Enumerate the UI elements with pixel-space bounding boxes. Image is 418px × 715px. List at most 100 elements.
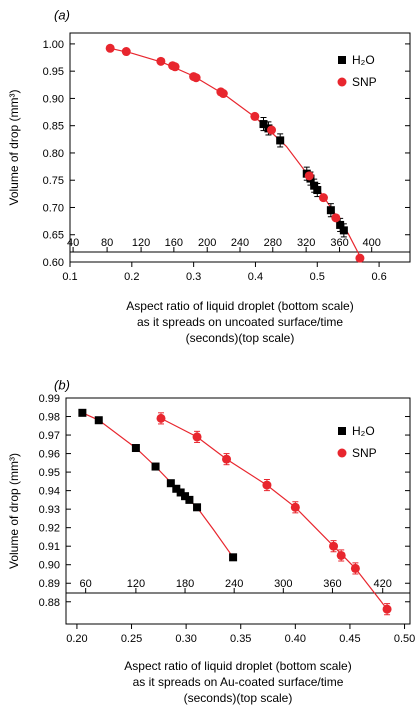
legend-marker-h2o: [338, 427, 346, 435]
data-point-snp: [191, 73, 201, 83]
data-point-h2o: [172, 484, 181, 493]
y-tick-label: 0.88: [39, 597, 60, 609]
data-point-snp: [250, 111, 260, 121]
y-tick-label: 0.99: [39, 393, 60, 405]
panel-a: (a) 0.60 0.65 0.70 0.75 0.80 0.85 0.90 0.95 1.00 0…: [7, 8, 411, 345]
legend-marker-h2o: [338, 56, 346, 64]
time-tick-label: 240: [225, 578, 243, 590]
data-point-snp: [318, 193, 328, 203]
time-tick-label: 300: [274, 578, 292, 590]
time-tick-label: 80: [101, 237, 113, 249]
data-point-snp: [331, 213, 341, 223]
data-point-snp: [262, 480, 272, 490]
x-tick-label: 0.5: [310, 271, 325, 283]
data-point-snp: [156, 56, 166, 66]
data-point-h2o: [176, 488, 185, 497]
time-tick-label: 280: [264, 237, 282, 249]
y-tick-label: 0.92: [39, 523, 60, 535]
y-tick-label: 0.75: [43, 175, 64, 187]
y-tick-label: 0.90: [43, 93, 64, 105]
time-tick-label: 160: [165, 237, 183, 249]
data-point-snp: [218, 89, 228, 99]
panel-label: (a): [54, 8, 70, 23]
y-tick-label: 0.85: [43, 121, 64, 133]
fit-curve: [110, 47, 363, 261]
x-tick-label: 0.2: [124, 271, 139, 283]
data-point-snp: [267, 125, 277, 135]
data-point-h2o: [193, 503, 202, 512]
legend-label: SNP: [352, 75, 377, 89]
time-tick-label: 200: [198, 237, 216, 249]
x-axis-label-line: Aspect ratio of liquid droplet (bottom s…: [126, 299, 353, 313]
data-point-h2o: [151, 462, 160, 471]
y-tick-label: 0.90: [39, 560, 60, 572]
data-point-snp: [170, 62, 180, 72]
time-tick-label: 40: [67, 237, 79, 249]
y-axis-label: Volume of drop (mm³): [7, 453, 21, 569]
data-point-h2o: [166, 479, 175, 488]
data-point-h2o: [78, 408, 87, 417]
data-point-snp: [355, 253, 365, 263]
data-point-h2o: [131, 444, 140, 453]
y-tick-label: 0.60: [43, 257, 64, 269]
y-tick-label: 0.95: [39, 467, 60, 479]
time-tick-label: 240: [231, 237, 249, 249]
data-point-snp: [329, 541, 339, 551]
y-tick-label: 0.97: [39, 430, 60, 442]
panel-label: (b): [54, 378, 70, 393]
data-point-snp: [192, 432, 202, 442]
time-tick-label: 360: [330, 237, 348, 249]
plot-frame: [69, 32, 411, 263]
y-tick-label: 1.00: [43, 39, 64, 51]
fit-curve: [160, 417, 388, 610]
time-tick-label: 360: [323, 578, 341, 590]
x-tick-label: 0.25: [121, 633, 142, 645]
data-point-h2o: [94, 416, 103, 425]
x-tick-label: 0.35: [230, 633, 251, 645]
x-axis-label-line: (seconds)(top scale): [186, 331, 295, 345]
panel-b: (b) 0.88 0.89 0.90 0.91 0.92 0.93 0.94 0.95 0.96 0…: [7, 378, 415, 705]
time-tick-label: 180: [176, 578, 194, 590]
legend-label: H₂O: [352, 424, 375, 438]
legend-label: H₂O: [352, 53, 375, 67]
data-point-snp: [350, 563, 360, 573]
fit-curve: [82, 412, 234, 558]
data-point-snp: [105, 43, 115, 53]
data-point-h2o: [181, 492, 190, 501]
y-tick-label: 0.70: [43, 202, 64, 214]
data-point-h2o: [185, 495, 194, 504]
legend-label: SNP: [352, 446, 377, 460]
x-axis-label-line: (seconds)(top scale): [184, 691, 293, 705]
y-tick-label: 0.94: [39, 486, 60, 498]
y-tick-label: 0.80: [43, 148, 64, 160]
data-point-h2o: [336, 220, 345, 229]
y-tick-label: 0.65: [43, 230, 64, 242]
data-point-h2o: [313, 186, 322, 195]
y-tick-label: 0.93: [39, 504, 60, 516]
time-tick-label: 60: [80, 578, 92, 590]
time-tick-label: 400: [362, 237, 380, 249]
legend-marker-snp: [337, 448, 347, 458]
time-tick-label: 420: [374, 578, 392, 590]
data-point-h2o: [326, 206, 335, 215]
x-tick-label: 0.20: [66, 633, 87, 645]
data-point-h2o: [310, 181, 319, 190]
time-tick-label: 120: [132, 237, 150, 249]
y-tick-label: 0.96: [39, 449, 60, 461]
data-point-snp: [290, 502, 300, 512]
data-point-snp: [304, 171, 314, 181]
y-tick-label: 0.91: [39, 541, 60, 553]
x-axis-label-line: Aspect ratio of liquid droplet (bottom s…: [124, 659, 351, 673]
data-point-snp: [222, 454, 232, 464]
legend-marker-snp: [337, 77, 347, 87]
y-tick-label: 0.89: [39, 578, 60, 590]
y-tick-label: 0.95: [43, 66, 64, 78]
data-point-snp: [156, 413, 166, 423]
y-tick-label: 0.98: [39, 412, 60, 424]
x-axis-label-line: as it spreads on uncoated surface/time: [137, 315, 343, 329]
data-point-snp: [382, 604, 392, 614]
x-tick-label: 0.45: [339, 633, 360, 645]
data-point-snp: [336, 550, 346, 560]
data-point-snp: [121, 47, 131, 57]
